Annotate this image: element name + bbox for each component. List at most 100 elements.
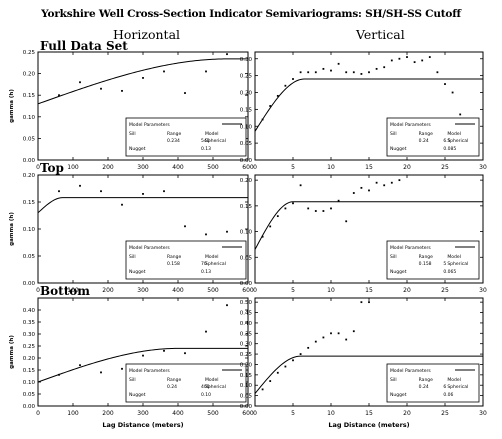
- data-point: [226, 304, 228, 307]
- legend-sill-value: 0.158: [419, 261, 432, 267]
- data-point: [368, 71, 370, 74]
- x-tick-label: 20: [403, 410, 411, 417]
- y-axis-label: gamma (h): [9, 212, 15, 246]
- data-point: [226, 53, 228, 56]
- legend-model-type: Spherical: [205, 261, 226, 267]
- y-tick-label: 0.05: [23, 136, 36, 142]
- legend-col-label: Model: [447, 254, 461, 260]
- legend: Model Parameters Sill Range Model 0.24 400Sph…: [125, 363, 247, 403]
- y-tick-label: 0.00: [240, 281, 253, 287]
- x-tick-label: 500: [207, 287, 219, 294]
- data-point: [205, 330, 207, 333]
- data-point: [421, 59, 424, 62]
- y-tick-label: 0.30: [240, 342, 253, 348]
- data-point: [121, 203, 123, 206]
- y-tick-label: 0.15: [240, 373, 253, 379]
- data-point: [121, 89, 123, 92]
- legend-nugget-value: 0.13: [201, 146, 211, 152]
- legend-nugget-label: Nugget: [129, 392, 146, 398]
- x-tick-label: 100: [67, 164, 79, 171]
- x-axis-label: Lag Distance (meters): [102, 421, 183, 429]
- data-point: [383, 184, 386, 187]
- data-point: [352, 192, 355, 194]
- data-point: [261, 235, 264, 238]
- data-point: [406, 56, 408, 58]
- legend: Model Parameters Sill Range Model 0.24 6.5Sph…: [386, 117, 480, 157]
- legend-nugget-value: 0.065: [443, 269, 456, 275]
- x-tick-label: 20: [403, 287, 411, 294]
- x-tick-label: 200: [102, 164, 114, 171]
- x-tick-label: 500: [207, 164, 219, 171]
- data-point: [330, 332, 332, 335]
- y-tick-label: 0.00: [23, 404, 36, 410]
- model-curve: [254, 355, 483, 394]
- data-point: [142, 354, 144, 357]
- legend-nugget-value: 0.10: [201, 392, 211, 398]
- x-tick-label: 100: [67, 287, 79, 294]
- legend: Model Parameters Sill Range Model 0.158 70Sph…: [125, 240, 247, 280]
- legend-heading: Model Parameters: [129, 245, 170, 251]
- y-tick-label: 0.30: [23, 332, 36, 338]
- y-tick-label: 0.05: [240, 394, 253, 400]
- data-point: [79, 81, 81, 84]
- y-axis-label: gamma (h): [9, 335, 15, 369]
- y-tick-label: 0.05: [240, 141, 253, 147]
- legend-col-label: Sill: [390, 131, 397, 137]
- y-tick-label: 0.25: [23, 50, 36, 56]
- data-point: [58, 190, 60, 193]
- legend-model-type: Spherical: [447, 261, 468, 267]
- legend-heading: Model Parameters: [390, 245, 431, 251]
- data-point: [307, 207, 310, 210]
- x-tick-label: 15: [365, 164, 373, 171]
- legend-nugget-label: Nugget: [390, 146, 407, 152]
- data-point: [142, 193, 144, 195]
- data-point: [226, 230, 228, 233]
- legend-col-label: Sill: [129, 254, 136, 260]
- x-tick-label: 400: [172, 164, 184, 171]
- data-point: [314, 340, 317, 343]
- legend-nugget-value: 0.06: [443, 392, 453, 398]
- legend-range-value: 70: [201, 261, 207, 267]
- legend-nugget-label: Nugget: [390, 269, 407, 275]
- y-tick-label: 0.35: [240, 331, 253, 337]
- data-point: [330, 69, 332, 72]
- y-tick-label: 0.15: [23, 93, 36, 99]
- y-tick-label: 0.20: [240, 362, 253, 368]
- y-tick-label: 0.05: [240, 255, 253, 261]
- data-point: [390, 181, 393, 184]
- y-tick-label: 0.40: [23, 308, 36, 314]
- data-point: [375, 181, 378, 184]
- x-tick-label: 5: [291, 287, 295, 294]
- x-tick-label: 0: [253, 164, 257, 171]
- legend-col-label: Range: [167, 131, 181, 137]
- y-axis-label: gamma (h): [9, 89, 15, 123]
- x-tick-label: 15: [365, 287, 373, 294]
- model-curve: [254, 201, 483, 250]
- y-tick-label: 0.10: [240, 124, 253, 130]
- data-point: [330, 207, 332, 210]
- y-tick-label: 0.15: [240, 204, 253, 210]
- data-point: [205, 233, 207, 236]
- data-point: [100, 190, 102, 193]
- legend-heading: Model Parameters: [390, 368, 431, 374]
- legend-model-type: Spherical: [447, 384, 468, 390]
- x-tick-label: 5: [291, 410, 295, 417]
- data-point: [368, 189, 370, 192]
- y-tick-label: 0.10: [240, 383, 253, 389]
- data-point: [292, 202, 294, 205]
- data-point: [163, 190, 165, 193]
- legend-range-value: 540: [201, 138, 210, 144]
- x-tick-label: 10: [327, 164, 335, 171]
- legend: Model Parameters Sill Range Model 0.234 540Sp…: [125, 117, 247, 157]
- data-point: [276, 371, 279, 374]
- y-tick-label: 0.20: [23, 72, 36, 78]
- x-axis-label: Lag Distance (meters): [328, 421, 409, 429]
- data-point: [284, 84, 287, 87]
- y-tick-label: 0.15: [23, 200, 36, 206]
- legend-col-label: Sill: [390, 377, 397, 383]
- y-tick-label: 0.20: [23, 173, 36, 179]
- legend-sill-value: 0.158: [167, 261, 180, 267]
- data-point: [299, 71, 302, 74]
- legend-range-value: 400: [201, 384, 210, 390]
- x-tick-label: 20: [403, 164, 411, 171]
